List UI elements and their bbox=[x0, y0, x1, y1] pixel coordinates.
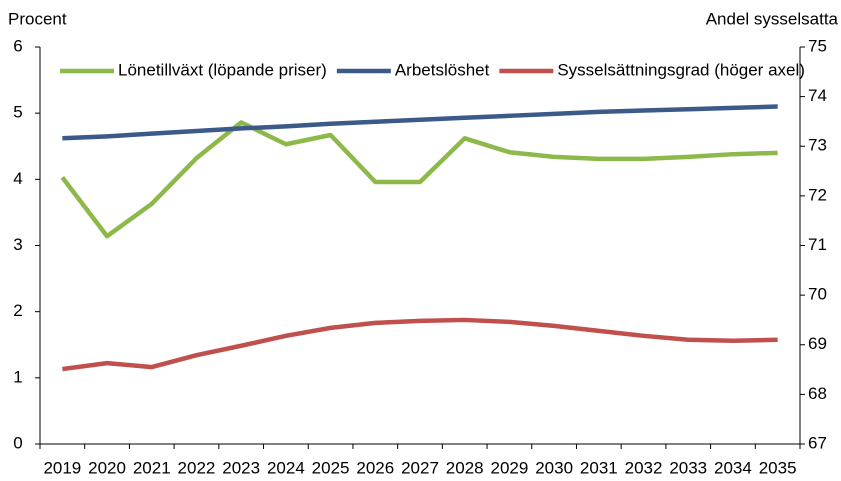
x-tick-label: 2019 bbox=[43, 458, 81, 477]
series-line bbox=[60, 120, 778, 239]
y2-tick-label: 74 bbox=[808, 86, 827, 105]
x-tick-label: 2028 bbox=[446, 458, 484, 477]
y-tick-label: 6 bbox=[13, 36, 22, 55]
y-tick-label: 1 bbox=[13, 367, 22, 386]
x-tick-label: 2024 bbox=[267, 458, 305, 477]
x-tick-label: 2032 bbox=[625, 458, 663, 477]
y2-tick-label: 72 bbox=[808, 185, 827, 204]
y-tick-label: 4 bbox=[13, 169, 22, 188]
y-tick-label: 0 bbox=[13, 433, 22, 452]
y2-tick-label: 69 bbox=[808, 334, 827, 353]
x-tick-label: 2026 bbox=[356, 458, 394, 477]
y2-tick-label: 70 bbox=[808, 285, 827, 304]
x-tick-label: 2021 bbox=[133, 458, 171, 477]
x-tick-label: 2027 bbox=[401, 458, 439, 477]
legend-label: Sysselsättningsgrad (höger axel) bbox=[557, 60, 805, 79]
x-tick-label: 2031 bbox=[580, 458, 618, 477]
y-tick-label: 5 bbox=[13, 103, 22, 122]
y2-tick-label: 73 bbox=[808, 136, 827, 155]
x-tick-label: 2020 bbox=[88, 458, 126, 477]
y2-axis-title: Andel sysselsatta bbox=[706, 9, 839, 28]
x-tick-label: 2033 bbox=[669, 458, 707, 477]
y2-tick-label: 71 bbox=[808, 235, 827, 254]
x-tick-label: 2034 bbox=[714, 458, 752, 477]
y2-tick-label: 75 bbox=[808, 36, 827, 55]
series-line bbox=[62, 317, 778, 372]
series-line bbox=[62, 104, 778, 141]
y-tick-label: 2 bbox=[13, 301, 22, 320]
y-tick-label: 3 bbox=[13, 235, 22, 254]
y2-tick-label: 68 bbox=[808, 384, 827, 403]
x-tick-label: 2030 bbox=[535, 458, 573, 477]
x-tick-label: 2022 bbox=[178, 458, 216, 477]
y2-tick-label: 67 bbox=[808, 433, 827, 452]
x-tick-label: 2035 bbox=[759, 458, 797, 477]
x-tick-label: 2029 bbox=[490, 458, 528, 477]
legend-label: Arbetslöshet bbox=[395, 60, 490, 79]
y-axis-title: Procent bbox=[8, 9, 67, 28]
legend-label: Lönetillväxt (löpande priser) bbox=[118, 60, 327, 79]
x-tick-label: 2023 bbox=[222, 458, 260, 477]
x-tick-label: 2025 bbox=[312, 458, 350, 477]
